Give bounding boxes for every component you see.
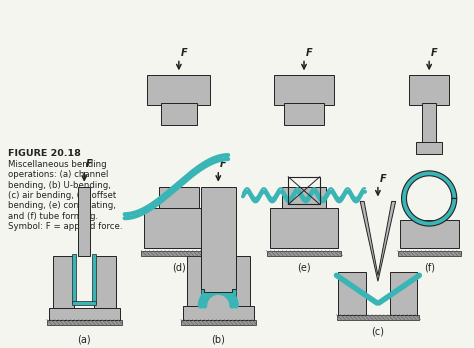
Bar: [270, 208, 338, 248]
Bar: [181, 320, 255, 325]
Text: (f): (f): [424, 262, 435, 272]
Text: F: F: [220, 159, 227, 169]
Polygon shape: [401, 171, 457, 226]
Bar: [283, 187, 326, 208]
Polygon shape: [360, 201, 396, 281]
Bar: [92, 254, 96, 303]
Bar: [266, 251, 341, 256]
Bar: [422, 103, 436, 144]
Bar: [183, 306, 254, 320]
Bar: [284, 103, 324, 125]
Text: (c): (c): [372, 326, 384, 337]
Text: F: F: [306, 48, 313, 57]
Bar: [141, 251, 216, 256]
Bar: [73, 301, 96, 305]
Bar: [147, 75, 210, 105]
Polygon shape: [201, 187, 236, 292]
Bar: [161, 103, 197, 125]
Text: F: F: [380, 174, 386, 184]
Bar: [410, 75, 449, 105]
Bar: [390, 272, 417, 315]
Text: F: F: [86, 159, 93, 169]
Bar: [416, 142, 442, 154]
Text: and (f) tube forming.: and (f) tube forming.: [9, 212, 99, 221]
Bar: [228, 256, 250, 306]
Text: F: F: [431, 48, 438, 57]
Bar: [201, 256, 204, 306]
Polygon shape: [204, 292, 232, 306]
Bar: [145, 208, 213, 248]
Text: Symbol: F = applied force.: Symbol: F = applied force.: [9, 222, 123, 231]
Bar: [337, 315, 419, 320]
Bar: [187, 256, 209, 306]
Bar: [47, 320, 122, 325]
Bar: [73, 254, 76, 303]
Bar: [53, 256, 74, 308]
Text: F: F: [181, 48, 187, 57]
Bar: [398, 251, 461, 256]
Text: Miscellaneous bending: Miscellaneous bending: [9, 160, 107, 169]
Text: (c) air bending, (d) offset: (c) air bending, (d) offset: [9, 191, 117, 200]
Bar: [78, 187, 90, 256]
Bar: [49, 308, 120, 320]
Bar: [288, 177, 320, 204]
Text: operations: (a) channel: operations: (a) channel: [9, 171, 109, 179]
Bar: [274, 75, 334, 105]
Bar: [338, 272, 366, 315]
Bar: [232, 256, 236, 306]
Text: (e): (e): [297, 262, 311, 272]
Text: bending, (b) U-bending,: bending, (b) U-bending,: [9, 181, 111, 190]
Bar: [400, 220, 459, 248]
Bar: [94, 256, 116, 308]
Bar: [159, 187, 199, 208]
Text: FIGURE 20.18: FIGURE 20.18: [9, 149, 81, 158]
Text: bending, (e) corrugating,: bending, (e) corrugating,: [9, 201, 116, 211]
Text: (d): (d): [172, 262, 186, 272]
Text: (a): (a): [77, 334, 91, 345]
Text: (b): (b): [211, 334, 225, 345]
